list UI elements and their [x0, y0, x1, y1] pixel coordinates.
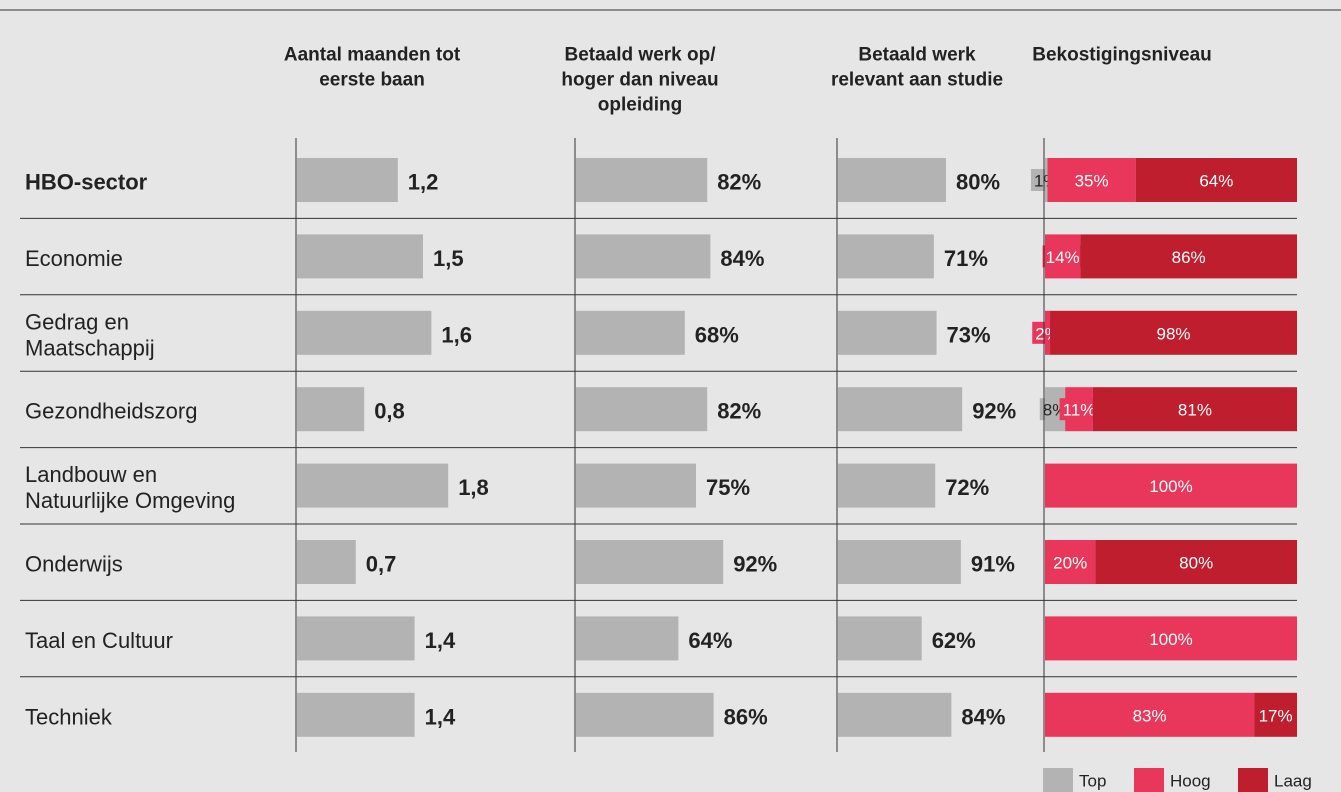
- bar: [838, 387, 963, 432]
- stacked-segment: [1135, 158, 1297, 202]
- category-label: Landbouw en: [25, 462, 157, 487]
- bar: [576, 463, 696, 508]
- panel-title: hoger dan niveau: [561, 70, 718, 91]
- bar: [297, 692, 415, 737]
- panel-title: Bekostigingsniveau: [1032, 45, 1212, 66]
- segment-label: 80%: [1179, 554, 1213, 573]
- value-label: 71%: [944, 246, 988, 271]
- value-label: 84%: [961, 704, 1005, 729]
- bar: [297, 616, 415, 661]
- bar: [576, 387, 708, 432]
- bar: [576, 234, 711, 279]
- value-label: 62%: [932, 628, 976, 653]
- category-label: Onderwijs: [25, 552, 123, 577]
- category-label: Gezondheidszorg: [25, 399, 197, 424]
- value-label: 1,6: [441, 322, 472, 347]
- panel-title: Betaald werk: [858, 45, 976, 66]
- value-label: 92%: [972, 399, 1016, 424]
- stacked-segment: [1050, 310, 1297, 355]
- bar: [576, 616, 679, 661]
- bar: [838, 616, 922, 661]
- value-label: 1,5: [433, 246, 464, 271]
- legend-swatch: [1238, 768, 1268, 792]
- panel-title: Aantal maanden tot: [284, 45, 461, 66]
- category-label: Maatschappij: [25, 335, 155, 360]
- segment-label: 83%: [1133, 706, 1167, 725]
- bar: [576, 158, 708, 202]
- panel-title: Betaald werk op/: [565, 45, 717, 66]
- segment-label: 100%: [1149, 630, 1192, 649]
- segment-label: 35%: [1075, 172, 1109, 191]
- segment-label: 20%: [1053, 554, 1087, 573]
- value-label: 0,8: [374, 399, 405, 424]
- stacked-segment: [1045, 692, 1255, 737]
- category-label: Economie: [25, 246, 123, 271]
- segment-label: 81%: [1178, 401, 1212, 420]
- value-label: 64%: [688, 628, 732, 653]
- stacked-segment: [1095, 540, 1297, 584]
- bar: [297, 387, 365, 432]
- panel-title: opleiding: [598, 95, 682, 116]
- value-label: 73%: [947, 322, 991, 347]
- bar: [297, 310, 432, 355]
- category-label: Natuurlijke Omgeving: [25, 488, 235, 513]
- value-label: 72%: [945, 475, 989, 500]
- segment-label: 17%: [1259, 706, 1293, 725]
- value-label: 86%: [724, 704, 768, 729]
- bar: [576, 540, 724, 584]
- segment-label: 11%: [1063, 401, 1096, 420]
- bar: [576, 310, 685, 355]
- segment-label: 86%: [1172, 248, 1206, 267]
- bar: [297, 234, 423, 279]
- value-label: 1,2: [408, 170, 439, 195]
- stacked-segment: [1045, 463, 1297, 508]
- stacked-segment: [1045, 540, 1096, 584]
- value-label: 80%: [956, 170, 1000, 195]
- bar: [838, 540, 961, 584]
- value-label: 1,8: [458, 475, 489, 500]
- legend-swatch: [1134, 768, 1164, 792]
- stacked-segment: [1092, 387, 1297, 432]
- value-label: 1,4: [425, 628, 456, 653]
- panel-title: relevant aan studie: [831, 70, 1003, 91]
- panel-title: eerste baan: [319, 70, 425, 91]
- segment-label-bg: [1042, 245, 1083, 268]
- stacked-segment: [1254, 692, 1297, 737]
- value-label: 68%: [695, 322, 739, 347]
- segment-label: 100%: [1149, 477, 1192, 496]
- segment-label: 64%: [1199, 172, 1233, 191]
- bar: [838, 692, 952, 737]
- category-label: HBO-sector: [25, 170, 148, 195]
- bar: [297, 463, 449, 508]
- segment-label: 14%: [1046, 248, 1080, 267]
- category-label: Techniek: [25, 704, 113, 729]
- value-label: 84%: [720, 246, 764, 271]
- bar: [838, 234, 934, 279]
- bar: [838, 158, 946, 202]
- stacked-segment: [1047, 158, 1136, 202]
- value-label: 82%: [717, 170, 761, 195]
- stacked-segment: [1080, 234, 1297, 279]
- segment-label-bg: [1059, 398, 1099, 421]
- value-label: 0,7: [366, 552, 397, 577]
- legend-label: Laag: [1274, 772, 1312, 791]
- category-label: Gedrag en: [25, 309, 129, 334]
- value-label: 75%: [706, 475, 750, 500]
- legend-label: Hoog: [1170, 772, 1211, 791]
- legend-swatch: [1043, 768, 1073, 792]
- value-label: 92%: [733, 552, 777, 577]
- bar: [838, 463, 936, 508]
- bar: [576, 692, 714, 737]
- stacked-segment: [1045, 616, 1297, 661]
- bar: [838, 310, 937, 355]
- bar: [297, 540, 356, 584]
- value-label: 1,4: [425, 704, 456, 729]
- category-label: Taal en Cultuur: [25, 628, 173, 653]
- bar: [297, 158, 398, 202]
- value-label: 91%: [971, 552, 1015, 577]
- value-label: 82%: [717, 399, 761, 424]
- legend-label: Top: [1079, 772, 1106, 791]
- segment-label: 98%: [1157, 324, 1191, 343]
